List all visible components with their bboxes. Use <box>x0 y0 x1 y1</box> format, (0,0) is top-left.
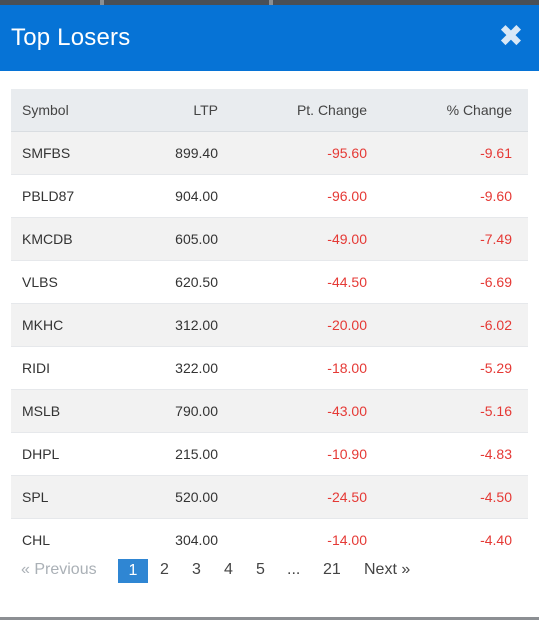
cell-symbol: VLBS <box>11 260 118 304</box>
cell-pt-change: -18.00 <box>226 346 377 390</box>
cell-pct-change: -7.49 <box>377 217 528 261</box>
cell-pt-change: -49.00 <box>226 217 377 261</box>
cell-pt-change: -10.90 <box>226 432 377 476</box>
cell-pct-change: -6.69 <box>377 260 528 304</box>
previous-page-link[interactable]: « Previous <box>21 561 97 578</box>
column-header-symbol[interactable]: Symbol <box>11 89 118 132</box>
window-bottom-border <box>0 617 539 620</box>
pagination: « Previous 1 2 3 4 5 ... 21 Next » <box>0 557 539 585</box>
table-row[interactable]: VLBS 620.50 -44.50 -6.69 <box>11 260 528 304</box>
cell-pt-change: -44.50 <box>226 260 377 304</box>
cell-pct-change: -4.40 <box>480 532 512 548</box>
cell-ltp: 520.00 <box>118 475 226 519</box>
cell-pt-change: -96.00 <box>226 174 377 218</box>
table-row[interactable]: MKHC 312.00 -20.00 -6.02 <box>11 303 528 347</box>
cell-symbol: PBLD87 <box>11 174 118 218</box>
cell-pt-change: -95.60 <box>226 131 377 175</box>
column-header-pct-change[interactable]: % Change <box>377 89 528 132</box>
top-losers-table: Symbol LTP Pt. Change % Change SMFBS 899.… <box>11 89 528 561</box>
next-page-link[interactable]: Next » <box>364 561 411 578</box>
cell-ltp: 904.00 <box>118 174 226 218</box>
column-header-pt-change[interactable]: Pt. Change <box>226 89 377 132</box>
cell-pt-change: -20.00 <box>226 303 377 347</box>
top-bar-divider <box>269 0 273 5</box>
cell-pct-change: -9.60 <box>377 174 528 218</box>
table-row[interactable]: KMCDB 605.00 -49.00 -7.49 <box>11 217 528 261</box>
page-link-4[interactable]: 4 <box>224 561 233 578</box>
table-row[interactable]: PBLD87 904.00 -96.00 -9.60 <box>11 174 528 218</box>
cell-ltp: 899.40 <box>118 131 226 175</box>
cell-ltp: 304.00 <box>175 532 218 548</box>
table-row[interactable]: RIDI 322.00 -18.00 -5.29 <box>11 346 528 390</box>
table-row[interactable]: SMFBS 899.40 -95.60 -9.61 <box>11 131 528 175</box>
column-header-ltp[interactable]: LTP <box>118 89 226 132</box>
cell-pct-change: -4.50 <box>377 475 528 519</box>
page-link-2[interactable]: 2 <box>160 561 169 578</box>
table-header-row: Symbol LTP Pt. Change % Change <box>11 89 528 132</box>
page-link-21[interactable]: 21 <box>323 561 341 578</box>
table-row[interactable]: MSLB 790.00 -43.00 -5.16 <box>11 389 528 433</box>
page-link-3[interactable]: 3 <box>192 561 201 578</box>
cell-pct-change: -9.61 <box>377 131 528 175</box>
cell-pct-change: -6.02 <box>377 303 528 347</box>
cell-symbol: MKHC <box>11 303 118 347</box>
cell-pct-change: -5.29 <box>377 346 528 390</box>
cell-pt-change: -14.00 <box>327 532 367 548</box>
cell-symbol: MSLB <box>11 389 118 433</box>
cell-ltp: 312.00 <box>118 303 226 347</box>
cell-symbol: SMFBS <box>11 131 118 175</box>
table-row[interactable]: SPL 520.00 -24.50 -4.50 <box>11 475 528 519</box>
cell-symbol: DHPL <box>11 432 118 476</box>
modal-header: Top Losers ✖ <box>0 5 539 71</box>
cell-ltp: 322.00 <box>118 346 226 390</box>
page-ellipsis: ... <box>287 561 301 578</box>
cell-pt-change: -43.00 <box>226 389 377 433</box>
top-bar-divider <box>100 0 104 5</box>
cell-pct-change: -4.83 <box>377 432 528 476</box>
cell-symbol: SPL <box>11 475 118 519</box>
cell-pct-change: -5.16 <box>377 389 528 433</box>
cell-symbol: RIDI <box>11 346 118 390</box>
close-icon[interactable]: ✖ <box>498 20 524 53</box>
window-top-bar <box>0 0 539 5</box>
cell-ltp: 620.50 <box>118 260 226 304</box>
cell-ltp: 790.00 <box>118 389 226 433</box>
table-row[interactable]: DHPL 215.00 -10.90 -4.83 <box>11 432 528 476</box>
modal-title: Top Losers <box>11 24 131 51</box>
cell-symbol: KMCDB <box>11 217 118 261</box>
table-row[interactable]: CHL 304.00 -14.00 -4.40 <box>11 519 528 562</box>
cell-ltp: 605.00 <box>118 217 226 261</box>
cell-ltp: 215.00 <box>118 432 226 476</box>
page-link-1[interactable]: 1 <box>118 559 148 583</box>
cell-pt-change: -24.50 <box>226 475 377 519</box>
cell-symbol: CHL <box>22 532 51 548</box>
page-link-5[interactable]: 5 <box>256 561 265 578</box>
